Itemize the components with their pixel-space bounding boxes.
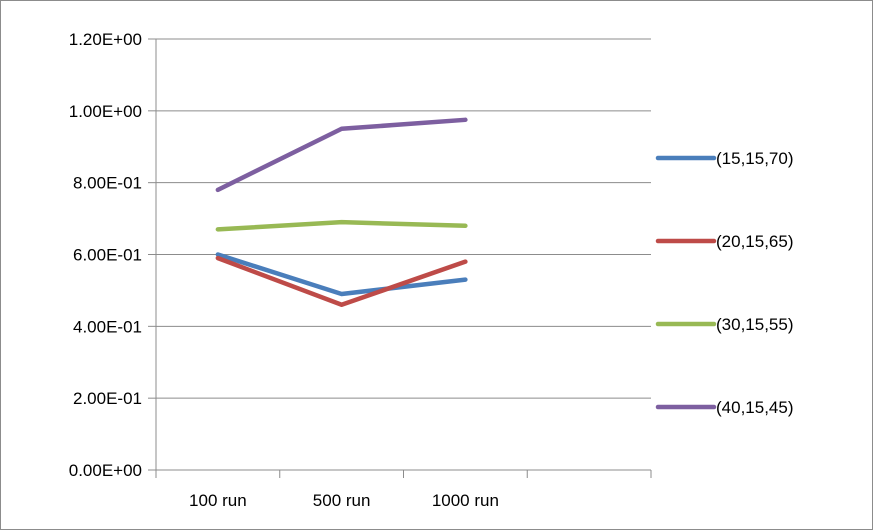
- y-tick-label: 0.00E+00: [69, 461, 142, 480]
- series-lines: [218, 120, 466, 305]
- x-tick-label: 1000 run: [432, 491, 499, 510]
- legend: (15,15,70) (20,15,65) (30,15,55) (40,15,45): [658, 149, 794, 417]
- y-tick-label: 1.20E+00: [69, 30, 142, 49]
- y-tick-label: 8.00E-01: [73, 174, 142, 193]
- legend-label: (40,15,45): [716, 398, 794, 417]
- y-tick-label: 4.00E-01: [73, 317, 142, 336]
- legend-label: (15,15,70): [716, 149, 794, 168]
- y-tick-label: 6.00E-01: [73, 246, 142, 265]
- y-tick-label: 1.00E+00: [69, 102, 142, 121]
- legend-label: (30,15,55): [716, 315, 794, 334]
- x-axis-tick-labels: 100 run 500 run 1000 run: [189, 491, 499, 510]
- x-tick-label: 500 run: [313, 491, 371, 510]
- gridlines: [156, 39, 651, 398]
- y-tick-label: 2.00E-01: [73, 389, 142, 408]
- legend-label: (20,15,65): [716, 232, 794, 251]
- y-axis-tick-labels: 0.00E+00 2.00E-01 4.00E-01 6.00E-01 8.00E-01…: [69, 30, 142, 480]
- series-line-4: [218, 120, 466, 190]
- x-tick-label: 100 run: [189, 491, 247, 510]
- series-line-3: [218, 222, 466, 229]
